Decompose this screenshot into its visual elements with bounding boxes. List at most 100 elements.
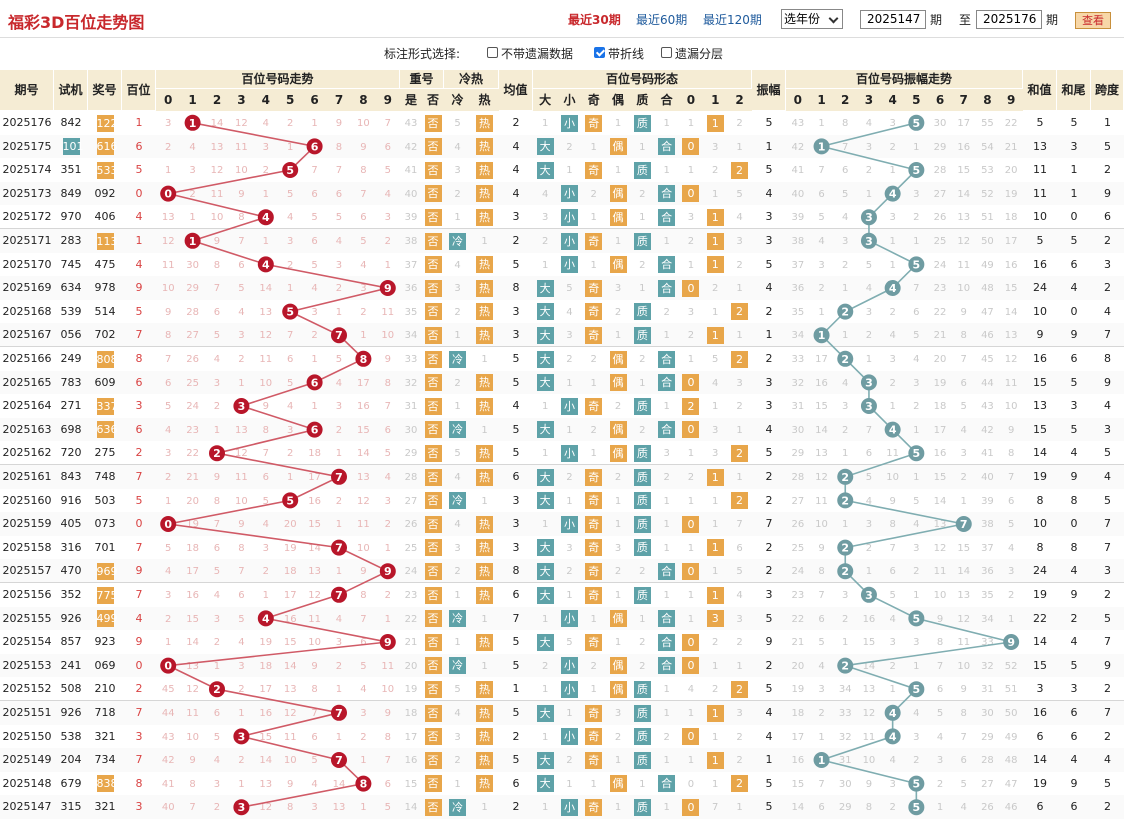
even-cell: 3 — [614, 542, 622, 554]
big-cell: 大 — [533, 135, 557, 159]
omission-cell: 1 — [262, 590, 269, 601]
svg-text:5: 5 — [913, 164, 921, 177]
svg-text:0: 0 — [164, 518, 172, 531]
omission-cell: 11 — [235, 141, 248, 153]
mod3-cell-1: 1 — [703, 536, 727, 560]
amp-omission-cell: 9 — [889, 495, 896, 507]
repeat-no-cell: 否 — [422, 418, 444, 442]
period-120-link[interactable]: 最近120期 — [703, 13, 762, 27]
year-select[interactable]: 选年份 — [781, 9, 843, 29]
cold-cell: 1 — [454, 330, 461, 342]
omission-cell: 1 — [213, 424, 221, 436]
avg-cell: 2 — [512, 234, 520, 247]
hot-cell: 热 — [471, 135, 498, 159]
mod3-cell-1: 1 — [703, 253, 727, 277]
span-cell: 7 — [1104, 540, 1111, 554]
amp-cell: 5 — [765, 611, 773, 625]
table-row: 2025163 698 636 6 4 23 1 13 8 3 2 15 6 30 否冷 1 5 大 1 2 偶 2 合 0 3… — [0, 417, 1124, 442]
omission-cell: 1 — [213, 660, 221, 672]
even-cell: 偶 — [606, 347, 630, 371]
amp-cell: 5 — [765, 163, 773, 177]
amp-omission-cell: 17 — [1004, 236, 1018, 247]
omission-cell: 3 — [287, 424, 294, 436]
amp-omission-cell: 16 — [1004, 259, 1018, 271]
amp-cell: 3 — [765, 588, 773, 601]
span-cell: 9 — [1104, 375, 1111, 389]
avg-cell: 5 — [512, 446, 520, 460]
comp-cell: 2 — [663, 306, 670, 318]
sum-cell: 24 — [1033, 281, 1047, 295]
issue-cell: 2025158 — [2, 540, 52, 554]
repeat-no-cell: 否 — [422, 300, 444, 324]
hundred-trend-ball: 9 — [379, 634, 396, 650]
checkbox-no-omission[interactable] — [487, 47, 498, 58]
small-cell: 2 — [566, 472, 573, 483]
span-cell: 4 — [1104, 399, 1111, 413]
amp-omission-cell: 13 — [815, 448, 828, 460]
tail-cell: 0 — [1070, 210, 1078, 224]
odd-cell: 奇 — [582, 158, 606, 182]
amp-trend-ball: 4 — [884, 280, 901, 296]
odd-cell: 奇 — [582, 489, 606, 513]
small-cell: 小 — [557, 394, 581, 418]
amp-cell: 4 — [765, 186, 773, 200]
amp-omission-cell: 48 — [981, 283, 994, 295]
amp-omission-cell: 4 — [865, 118, 873, 129]
test-cell: 470 — [60, 564, 82, 578]
span-cell: 7 — [1104, 517, 1111, 531]
amp-trend-ball: 7 — [955, 516, 972, 532]
big-cell: 1 — [541, 519, 549, 531]
omission-cell: 12 — [161, 236, 175, 247]
omission-cell: 1 — [287, 141, 294, 153]
repeat-yes-cell: 37 — [404, 259, 418, 271]
hot-cell: 热 — [471, 323, 498, 347]
test-cell: 970 — [60, 210, 82, 224]
repeat-yes-cell: 33 — [404, 354, 418, 365]
small-cell: 5 — [566, 283, 573, 295]
amp-trend-ball: 3 — [860, 209, 877, 226]
omission-cell: 8 — [360, 165, 367, 177]
mod3-cell-1: 1 — [712, 519, 719, 531]
mod3-cell-2: 2 — [736, 637, 743, 649]
span-cell: 7 — [1104, 328, 1111, 342]
repeat-yes-cell: 25 — [404, 542, 418, 554]
amp-omission-cell: 16 — [957, 141, 971, 153]
from-issue-input[interactable]: 2025147 — [860, 10, 926, 29]
mod3-cell-0: 3 — [687, 306, 695, 318]
omission-cell: 3 — [384, 495, 391, 507]
omission-cell: 2 — [384, 519, 391, 531]
amp-omission-cell: 16 — [862, 613, 876, 625]
header-issue[interactable]: 期号 — [0, 70, 54, 111]
amp-omission-cell: 6 — [960, 377, 967, 389]
hundred-cell: 1 — [135, 234, 143, 247]
prize-cell: 406 — [94, 210, 116, 224]
even-cell: 1 — [614, 165, 622, 177]
repeat-yes-cell: 42 — [404, 141, 418, 153]
omission-cell: 15 — [357, 424, 370, 436]
header-r0: 0 — [686, 93, 696, 107]
amp-omission-cell: 37 — [791, 259, 805, 271]
amp-omission-cell: 55 — [981, 118, 994, 129]
amp-trend-ball: 3 — [860, 586, 877, 603]
mod3-cell-0: 0 — [679, 418, 703, 442]
sum-cell: 10 — [1033, 517, 1047, 531]
period-30-link[interactable]: 最近30期 — [568, 13, 621, 27]
checkbox-omission-layer[interactable] — [661, 47, 672, 58]
prize-cell: 808 — [96, 350, 118, 368]
checkbox-polyline[interactable] — [594, 47, 605, 58]
issue-cell: 2025168 — [2, 304, 52, 318]
svg-text:9: 9 — [384, 282, 392, 295]
period-60-link[interactable]: 最近60期 — [636, 13, 688, 27]
comp-cell: 2 — [663, 472, 670, 483]
big-cell: 4 — [541, 188, 549, 200]
omission-cell: 18 — [283, 566, 297, 578]
omission-cell: 5 — [213, 566, 221, 578]
even-cell: 偶 — [606, 371, 630, 395]
repeat-yes-cell: 34 — [404, 330, 418, 342]
repeat-no-cell: 否 — [422, 630, 444, 654]
query-button[interactable]: 查看 — [1075, 12, 1111, 29]
amp-omission-cell: 5 — [1007, 519, 1015, 531]
omission-cell: 1 — [262, 236, 269, 247]
to-issue-input[interactable]: 2025176 — [976, 10, 1042, 29]
omission-cell: 2 — [360, 306, 367, 318]
